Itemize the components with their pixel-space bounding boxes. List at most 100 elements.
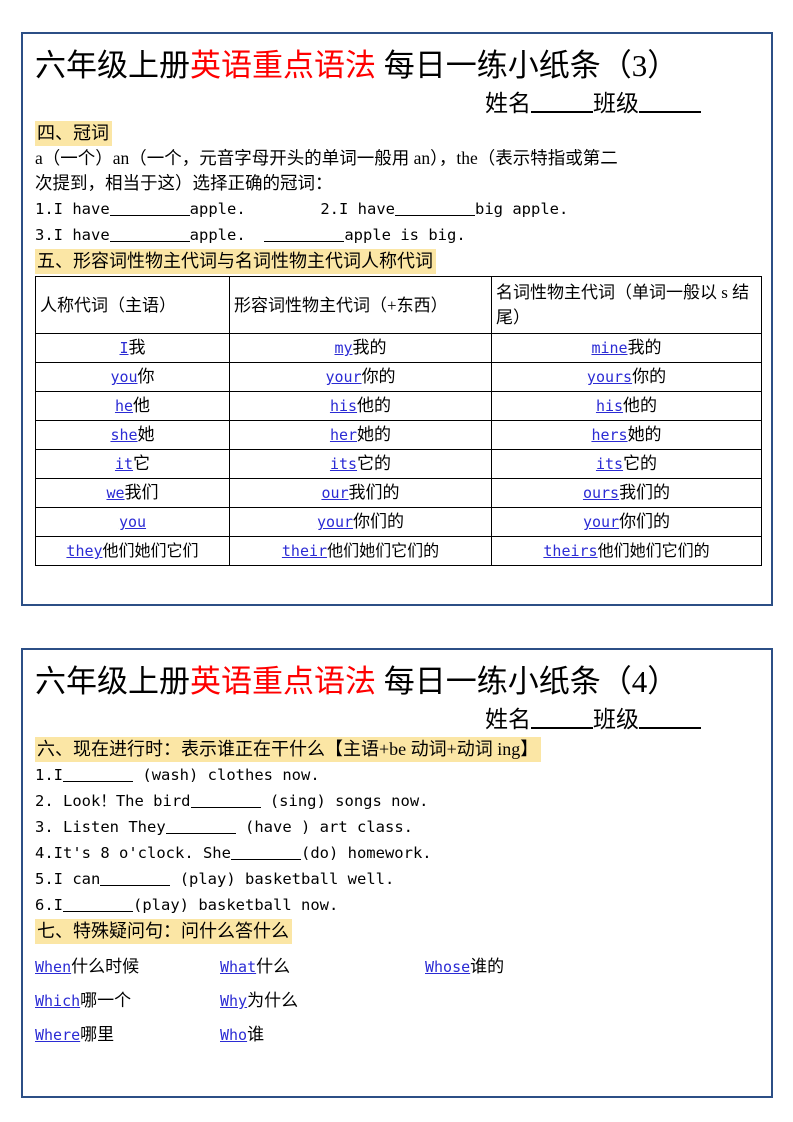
item-text-post: (do) homework. bbox=[300, 844, 432, 862]
english-word: his bbox=[595, 397, 624, 415]
chinese-gloss: 你的 bbox=[632, 367, 667, 386]
cell-noun: ours我们的 bbox=[491, 478, 762, 508]
table-row: it它 its它的 its它的 bbox=[35, 449, 762, 479]
question-word-item: Where哪里 bbox=[35, 1018, 220, 1052]
chinese-gloss: 他的 bbox=[357, 396, 392, 415]
item-text-pre: I bbox=[53, 766, 64, 784]
english-word: our bbox=[321, 484, 349, 502]
table-row: they他们她们它们 their他们她们它们的 theirs他们她们它们的 bbox=[35, 536, 762, 566]
table-row: I我 my我的 mine我的 bbox=[35, 333, 762, 363]
answer-blank[interactable] bbox=[165, 818, 236, 834]
chinese-gloss: 我们的 bbox=[619, 483, 671, 502]
item-text-pre: I have bbox=[53, 226, 110, 244]
cell-noun: yours你的 bbox=[491, 362, 762, 392]
name-label: 姓名 bbox=[485, 707, 531, 732]
section-4-heading-wrap: 四、冠词 bbox=[35, 121, 759, 146]
item-text-pre: I have bbox=[53, 200, 110, 218]
cell-noun: his他的 bbox=[491, 391, 762, 421]
item-text-pre: Listen They bbox=[63, 818, 166, 836]
question-word-row: When什么时候 What什么 Whose谁的 bbox=[35, 950, 759, 984]
cell-adjective: my我的 bbox=[229, 333, 492, 363]
chinese-gloss: 我们 bbox=[124, 483, 159, 502]
english-word: ours bbox=[582, 484, 620, 502]
section-4-explain-line-1: a（一个）an（一个，元音字母开头的单词一般用 an），the（表示特指或第二 bbox=[35, 148, 618, 168]
chinese-gloss: 哪一个 bbox=[80, 991, 132, 1010]
chinese-gloss: 它 bbox=[133, 454, 151, 473]
class-blank[interactable] bbox=[639, 707, 701, 729]
page-title-4: 六年级上册英语重点语法 每日一练小纸条（4） bbox=[35, 660, 759, 704]
chinese-gloss: 他们她们它们 bbox=[102, 543, 199, 560]
cell-noun: mine我的 bbox=[491, 333, 762, 363]
cell-subject: I我 bbox=[35, 333, 230, 363]
title-highlight: 英语重点语法 bbox=[190, 48, 376, 83]
item-number: 1. bbox=[35, 200, 54, 218]
answer-blank[interactable] bbox=[100, 870, 171, 886]
cell-adjective: our我们的 bbox=[229, 478, 492, 508]
item-text-post: (play) basketball now. bbox=[133, 896, 339, 914]
name-blank[interactable] bbox=[531, 707, 593, 729]
chinese-gloss: 为什么 bbox=[247, 991, 299, 1010]
title-suffix: 每日一练小纸条（4） bbox=[376, 664, 679, 699]
item-number: 3. bbox=[35, 818, 54, 836]
chinese-gloss: 哪里 bbox=[80, 1025, 115, 1044]
table-row: he他 his他的 his他的 bbox=[35, 391, 762, 421]
answer-blank[interactable] bbox=[395, 200, 475, 216]
answer-blank[interactable] bbox=[63, 766, 134, 782]
cell-adjective: their他们她们它们的 bbox=[229, 536, 492, 566]
chinese-gloss: 他的 bbox=[623, 396, 658, 415]
class-label: 班级 bbox=[593, 707, 639, 732]
english-word: theirs bbox=[543, 542, 598, 560]
cell-noun: its它的 bbox=[491, 449, 762, 479]
answer-blank[interactable] bbox=[109, 226, 190, 242]
chinese-gloss: 它的 bbox=[623, 454, 658, 473]
chinese-gloss: 谁 bbox=[247, 1025, 265, 1044]
section-6-heading-wrap: 六、现在进行时：表示谁正在干什么【主语+be 动词+动词 ing】 bbox=[35, 737, 759, 762]
chinese-gloss: 我们的 bbox=[348, 483, 400, 502]
chinese-gloss: 什么 bbox=[256, 957, 291, 976]
answer-blank[interactable] bbox=[264, 226, 345, 242]
section-6-exercise-2: 2. Look！The bird (sing) songs now. bbox=[35, 788, 759, 814]
chinese-gloss: 我的 bbox=[352, 338, 387, 357]
cell-subject: he他 bbox=[35, 391, 230, 421]
english-word: your bbox=[325, 368, 362, 386]
english-word: he bbox=[114, 397, 134, 415]
item-text-post: (sing) songs now. bbox=[269, 792, 429, 810]
section-4-explain-line-2: 次提到，相当于这）选择正确的冠词： bbox=[35, 173, 333, 193]
question-word-item-empty bbox=[425, 984, 645, 1018]
answer-blank[interactable] bbox=[230, 844, 301, 860]
question-word-item: When什么时候 bbox=[35, 950, 220, 984]
table-row: you your你们的 your你们的 bbox=[35, 507, 762, 537]
english-word: Why bbox=[220, 992, 248, 1010]
table-header-row: 人称代词（主语） 形容词性物主代词（+东西） 名词性物主代词（单词一般以 s 结… bbox=[35, 276, 762, 334]
chinese-gloss: 它的 bbox=[357, 454, 392, 473]
name-blank[interactable] bbox=[531, 91, 593, 113]
section-6-heading: 六、现在进行时：表示谁正在干什么【主语+be 动词+动词 ing】 bbox=[35, 737, 542, 762]
item-text-post: (play) basketball well. bbox=[179, 870, 395, 888]
chinese-gloss: 她的 bbox=[627, 425, 662, 444]
question-word-item: What什么 bbox=[220, 950, 425, 984]
cell-subject: you你 bbox=[35, 362, 230, 392]
answer-blank[interactable] bbox=[63, 896, 134, 912]
table-row: you你 your 你的 yours你的 bbox=[35, 362, 762, 392]
item-number: 4. bbox=[35, 844, 54, 862]
english-word: they bbox=[66, 542, 103, 560]
section-5-heading-wrap: 五、形容词性物主代词与名词性物主代词人称代词 bbox=[35, 249, 759, 274]
section-4-exercise-row-2: 3.I have apple. apple is big. bbox=[35, 222, 759, 248]
english-word: it bbox=[114, 455, 134, 473]
name-class-line-4: 姓名 班级 bbox=[35, 704, 759, 736]
pronoun-table: 人称代词（主语） 形容词性物主代词（+东西） 名词性物主代词（单词一般以 s 结… bbox=[35, 276, 762, 566]
english-word: its bbox=[595, 455, 624, 473]
answer-blank[interactable] bbox=[190, 792, 261, 808]
column-header-noun: 名词性物主代词（单词一般以 s 结尾） bbox=[491, 276, 762, 334]
item-text-pre: I have bbox=[339, 200, 395, 218]
chinese-gloss: 他们她们它们的 bbox=[597, 543, 710, 560]
item-text-post: apple. bbox=[189, 200, 246, 218]
item-number: 6. bbox=[35, 896, 54, 914]
name-class-line-3: 姓名 班级 bbox=[35, 88, 759, 120]
column-header-subject: 人称代词（主语） bbox=[35, 276, 230, 334]
english-word: you bbox=[110, 368, 138, 386]
answer-blank[interactable] bbox=[109, 200, 190, 216]
class-blank[interactable] bbox=[639, 91, 701, 113]
section-6-exercise-6: 6.I (play) basketball now. bbox=[35, 892, 759, 918]
